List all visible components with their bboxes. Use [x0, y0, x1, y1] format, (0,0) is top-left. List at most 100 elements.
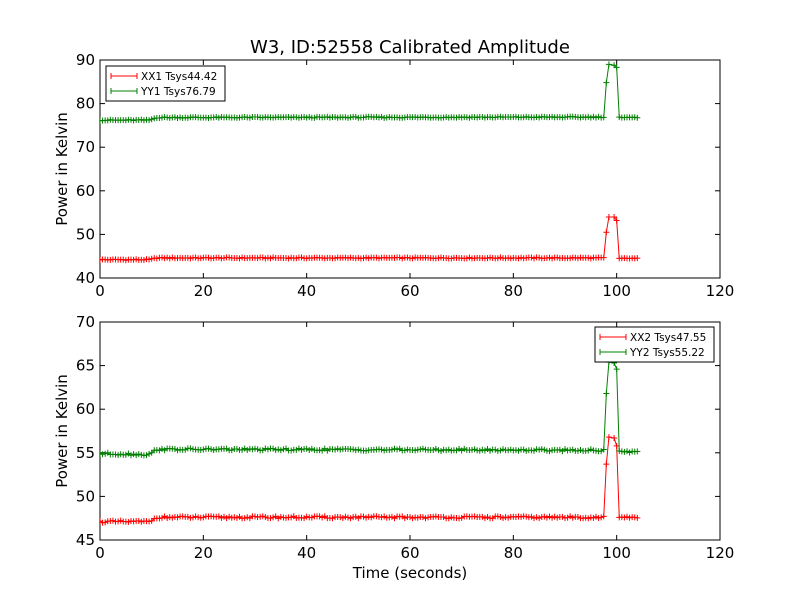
data-point-marker [332, 255, 339, 262]
data-point-marker [567, 255, 574, 262]
data-point-marker [479, 113, 486, 120]
data-point-marker [226, 513, 233, 520]
data-point-marker [458, 514, 465, 521]
data-point-marker [125, 519, 132, 525]
x-axis-label: Time (seconds) [352, 564, 468, 582]
data-point-marker [239, 446, 246, 453]
data-point-marker [275, 446, 282, 453]
data-point-marker [549, 255, 556, 262]
data-point-marker [272, 446, 279, 453]
data-point-marker [303, 114, 310, 121]
x-tick-label: 80 [504, 282, 523, 300]
data-point-marker [419, 445, 426, 452]
data-point-marker [303, 513, 310, 520]
data-point-marker [365, 255, 372, 262]
data-point-marker [264, 254, 271, 261]
data-point-marker [580, 515, 587, 522]
data-point-marker [221, 255, 227, 262]
data-point-marker [425, 514, 432, 521]
data-point-marker [306, 447, 313, 454]
data-point-marker [208, 446, 215, 453]
y-tick-label: 45 [76, 531, 95, 549]
data-point-marker [621, 514, 628, 521]
data-point-marker [345, 514, 351, 521]
data-point-marker [538, 446, 545, 453]
data-point-marker [481, 447, 488, 454]
data-point-marker [603, 79, 610, 86]
data-point-marker [205, 445, 212, 452]
series-markers [100, 213, 641, 264]
data-point-marker [492, 446, 499, 453]
data-point-marker [187, 445, 194, 452]
data-point-marker [262, 513, 269, 520]
data-point-marker [112, 451, 119, 458]
data-point-marker [100, 518, 103, 525]
data-point-marker [210, 447, 217, 454]
data-point-marker [479, 513, 486, 520]
data-point-marker [515, 447, 522, 454]
data-point-marker [231, 514, 238, 521]
data-point-marker [394, 446, 401, 453]
data-point-marker [169, 254, 176, 261]
data-point-marker [288, 447, 295, 454]
data-point-marker [505, 447, 512, 454]
data-point-marker [396, 254, 403, 261]
data-point-marker [249, 446, 256, 453]
data-point-marker [239, 254, 246, 261]
data-point-marker [456, 113, 463, 120]
data-point-marker [233, 514, 240, 521]
data-point-marker [161, 255, 168, 262]
data-point-marker [332, 114, 339, 121]
data-point-marker [347, 515, 354, 522]
data-point-marker [280, 446, 287, 453]
data-point-marker [634, 114, 641, 121]
data-point-marker [293, 446, 300, 453]
data-point-marker [360, 513, 367, 520]
legend-label: YY2 Tsys55.22 [629, 347, 705, 359]
data-point-marker [590, 113, 597, 120]
data-point-marker [146, 518, 153, 525]
data-point-marker [518, 254, 525, 261]
data-point-marker [631, 114, 638, 121]
data-point-marker [187, 255, 194, 262]
data-point-marker [585, 515, 592, 522]
data-point-marker [102, 519, 109, 526]
data-point-marker [554, 254, 561, 261]
legend-label: XX1 Tsys44.42 [141, 71, 217, 83]
x-tick-label: 60 [400, 544, 419, 562]
y-tick-label: 40 [76, 269, 95, 287]
data-point-marker [476, 447, 483, 454]
data-point-marker [360, 255, 367, 262]
data-point-marker [117, 451, 124, 458]
data-point-marker [373, 254, 380, 261]
data-point-marker [518, 513, 525, 520]
data-point-marker [479, 446, 486, 453]
data-point-marker [512, 514, 519, 521]
data-point-marker [259, 114, 266, 121]
data-point-marker [533, 113, 540, 120]
chart-title: W3, ID:52558 Calibrated Amplitude [250, 37, 570, 58]
data-point-marker [549, 113, 556, 120]
data-point-marker [404, 254, 411, 261]
data-point-marker [100, 257, 103, 264]
data-point-marker [345, 255, 351, 262]
data-point-marker [298, 446, 305, 453]
data-point-marker [177, 114, 184, 121]
data-point-marker [603, 229, 610, 236]
data-point-marker [574, 513, 581, 520]
data-point-marker [244, 514, 251, 521]
data-point-marker [585, 113, 592, 120]
data-point-marker [469, 446, 475, 453]
data-point-marker [466, 114, 473, 121]
data-point-marker [373, 113, 380, 120]
data-point-marker [484, 513, 491, 520]
data-point-marker [192, 254, 199, 261]
data-point-marker [146, 256, 153, 263]
data-point-marker [494, 513, 501, 520]
data-point-marker [190, 514, 196, 521]
data-point-marker [381, 513, 388, 520]
data-point-marker [115, 451, 122, 458]
data-point-marker [277, 513, 284, 520]
data-point-marker [228, 447, 235, 454]
data-point-marker [438, 447, 444, 454]
